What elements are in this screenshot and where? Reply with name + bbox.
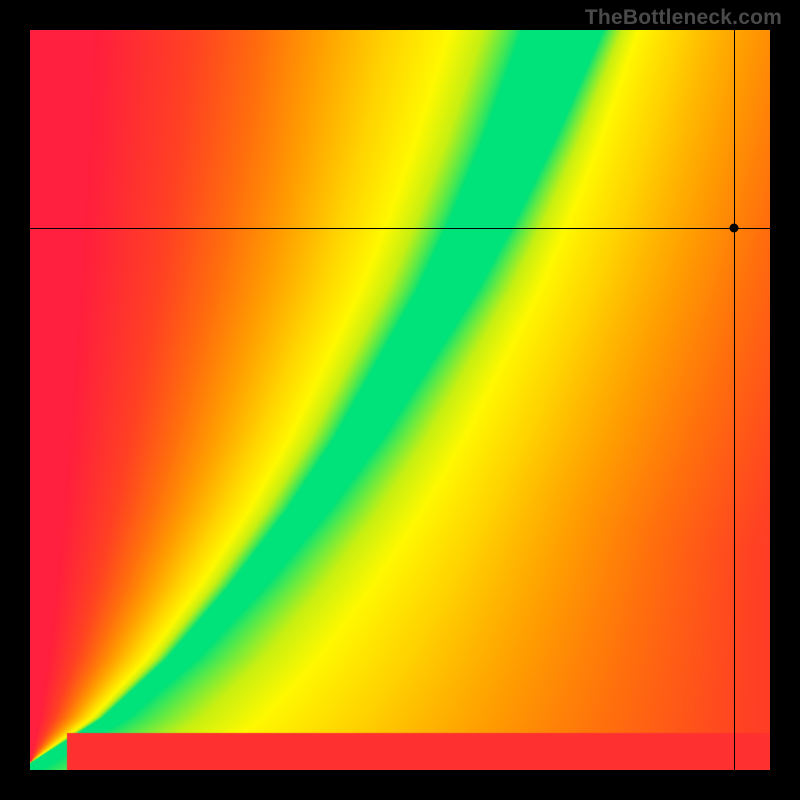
chart-container: TheBottleneck.com <box>0 0 800 800</box>
crosshair-vertical <box>734 30 735 770</box>
heatmap-plot <box>30 30 770 770</box>
marker-dot <box>730 223 739 232</box>
crosshair-horizontal <box>30 228 770 229</box>
heatmap-canvas <box>30 30 770 770</box>
watermark-text: TheBottleneck.com <box>585 6 782 30</box>
